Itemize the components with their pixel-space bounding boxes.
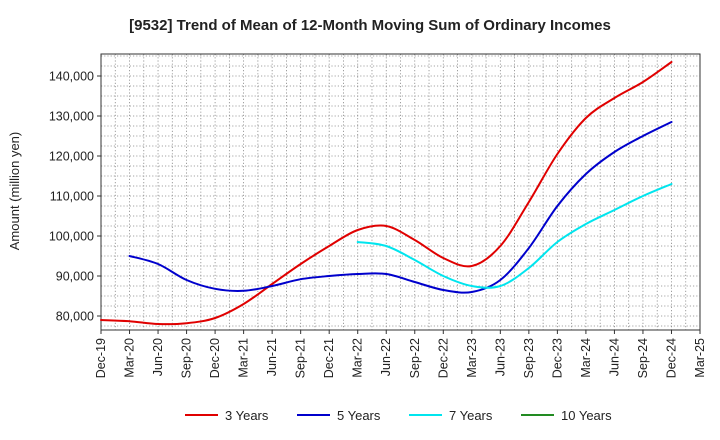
legend: 3 Years 5 Years 7 Years 10 Years [185,408,612,423]
y-tick-label: 90,000 [56,270,94,284]
x-tick-label: Sep-21 [294,338,308,378]
y-axis-label: Amount (million yen) [7,132,22,251]
y-tick-label: 110,000 [50,190,94,204]
chart-title: [9532] Trend of Mean of 12-Month Moving … [129,17,611,34]
x-tick-label: Mar-21 [237,338,251,378]
x-tick-label: Mar-20 [123,338,137,378]
x-tick-label: Dec-23 [550,338,564,378]
plot-frame [100,53,701,331]
series-line-7-years [356,183,673,289]
x-tick-label: Mar-23 [465,338,479,378]
series-line-3-years [100,61,673,326]
grid-layer [101,54,700,330]
series-layer [100,61,673,326]
x-tick-label: Jun-21 [265,338,279,376]
y-tick-label: 140,000 [49,70,94,84]
legend-label-7-years: 7 Years [449,408,493,423]
x-tick-label: Sep-23 [522,338,536,378]
x-tick-label: Dec-22 [436,338,450,378]
y-tick-label: 120,000 [49,150,94,164]
legend-label-3-years: 3 Years [225,408,269,423]
series-line-5-years [128,121,673,294]
x-tick-label: Jun-22 [379,338,393,376]
x-tick-label: Jun-20 [151,338,165,376]
x-tick-label: Dec-20 [208,338,222,378]
x-tick-label: Dec-24 [664,338,678,378]
x-tick-label: Jun-24 [607,338,621,376]
x-tick-label: Mar-25 [693,338,707,378]
y-tick-label: 100,000 [49,230,94,244]
x-tick-label: Sep-22 [408,338,422,378]
legend-label-10-years: 10 Years [561,408,612,423]
legend-label-5-years: 5 Years [337,408,381,423]
x-tick-label: Sep-24 [636,338,650,378]
x-tick-label: Mar-22 [351,338,365,378]
axis-layer: 80,000 90,000 100,000 110,000 120,000 130,000… [49,53,707,378]
y-tick-label: 130,000 [49,110,94,124]
x-tick-label: Sep-20 [180,338,194,378]
y-tick-label: 80,000 [56,310,94,324]
x-tick-label: Jun-23 [493,338,507,376]
x-tick-label: Mar-24 [579,338,593,378]
x-tick-label: Dec-19 [94,338,108,378]
x-tick-label: Dec-21 [322,338,336,378]
